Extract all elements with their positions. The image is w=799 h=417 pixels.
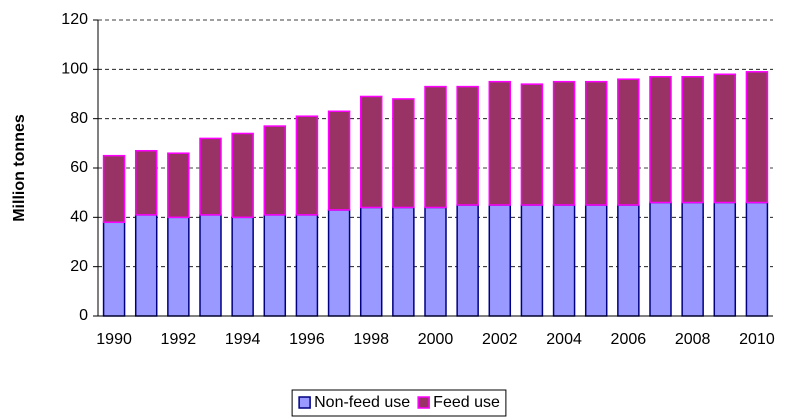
bar-segment — [617, 204, 640, 317]
x-tick-label: 2004 — [546, 331, 582, 348]
bar-segment — [327, 110, 351, 211]
bar-segment — [488, 80, 512, 206]
x-tick-label: 2006 — [611, 331, 647, 348]
bar-segment — [102, 154, 126, 224]
bar-segment — [456, 204, 479, 317]
bar-segment — [134, 149, 158, 216]
x-tick-label: 1998 — [353, 331, 389, 348]
bar-segment — [617, 78, 640, 206]
bar-segment — [649, 201, 672, 317]
y-tick-label: 60 — [70, 159, 88, 176]
bar-segment — [199, 137, 222, 216]
x-tick-label: 2008 — [675, 331, 711, 348]
legend-box — [291, 389, 507, 417]
bar-segment — [359, 206, 383, 317]
bar-segment — [199, 214, 222, 317]
bar-segment — [263, 125, 287, 216]
bar-segment — [713, 73, 737, 204]
x-tick-label: 1996 — [289, 331, 325, 348]
x-tick-label: 2000 — [418, 331, 454, 348]
bar-segment — [102, 221, 126, 317]
bar-segment — [745, 71, 769, 204]
bar-segment — [231, 216, 254, 317]
bar-segment — [456, 85, 479, 206]
y-tick-label: 40 — [70, 209, 88, 226]
x-tick-label: 1990 — [96, 331, 132, 348]
bar-segment — [295, 115, 319, 216]
x-tick-label: 1994 — [225, 331, 261, 348]
bar-segment — [520, 204, 544, 317]
y-tick-label: 20 — [70, 258, 88, 275]
bar-segment — [424, 85, 447, 209]
bar-segment — [552, 204, 576, 317]
legend-label: Non-feed use — [314, 394, 410, 411]
x-tick-label: 2010 — [739, 331, 775, 348]
bar-segment — [649, 75, 672, 204]
bar-segment — [167, 152, 190, 219]
bar-segment — [327, 209, 351, 317]
bar-segment — [359, 95, 383, 209]
bar-segment — [745, 201, 769, 317]
bar-segment — [263, 214, 287, 317]
legend-label: Feed use — [433, 394, 500, 411]
bar-segment — [392, 206, 415, 317]
bar-segment — [167, 216, 190, 317]
legend-swatch — [417, 396, 430, 409]
x-tick-label: 2002 — [482, 331, 518, 348]
y-tick-label: 80 — [70, 110, 88, 127]
bar-segment — [424, 206, 447, 317]
bar-segment — [134, 214, 158, 317]
bar-segment — [552, 80, 576, 206]
bar-segment — [231, 132, 254, 219]
y-tick-label: 0 — [79, 307, 88, 324]
legend-swatch — [298, 396, 311, 409]
y-axis-label: Million tonnes — [11, 114, 28, 222]
y-tick-label: 120 — [61, 11, 88, 28]
y-tick-label: 100 — [61, 61, 88, 78]
bar-segment — [295, 214, 319, 317]
bar-segment — [520, 83, 544, 206]
x-tick-label: 1992 — [161, 331, 197, 348]
bar-segment — [584, 80, 608, 206]
bar-segment — [713, 201, 737, 317]
bar-segment — [681, 75, 704, 204]
bar-segment — [681, 201, 704, 317]
bar-segment — [392, 98, 415, 209]
bar-segment — [584, 204, 608, 317]
bar-segment — [488, 204, 512, 317]
